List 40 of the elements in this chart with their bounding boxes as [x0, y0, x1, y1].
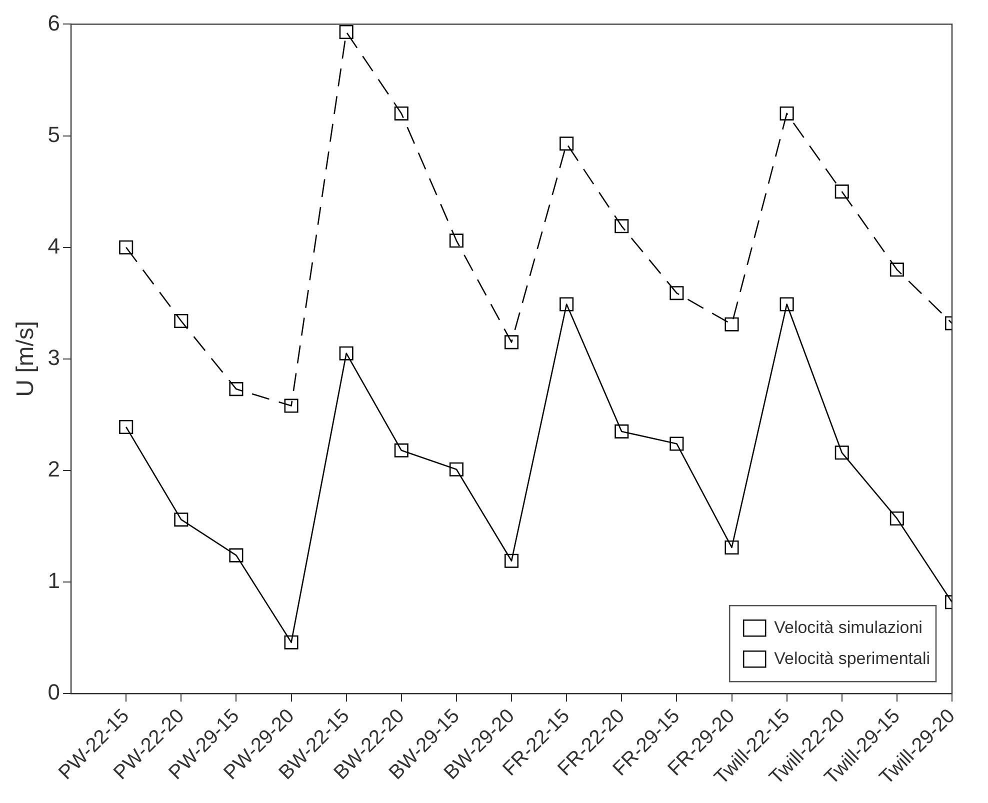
- point: [449, 234, 464, 248]
- point: [834, 184, 849, 199]
- point: [119, 240, 134, 254]
- y-tick-label: 6: [48, 10, 60, 36]
- point: [890, 511, 904, 526]
- point: [780, 106, 794, 120]
- point: [890, 262, 904, 277]
- point: [614, 424, 629, 438]
- point: [339, 346, 354, 360]
- y-axis-title: U [m/s]: [12, 320, 40, 397]
- point: [614, 219, 629, 234]
- point: [174, 314, 188, 328]
- point: [724, 540, 739, 555]
- legend-label: Velocità sperimentali: [774, 648, 930, 668]
- point: [670, 436, 684, 451]
- legend-label: Velocità simulazioni: [774, 618, 922, 637]
- y-tick-label: 5: [48, 122, 60, 147]
- point: [394, 106, 408, 120]
- point: [504, 335, 519, 350]
- y-tick-label: 2: [48, 456, 60, 482]
- point: [560, 136, 574, 151]
- point: [284, 398, 298, 413]
- point: [724, 317, 739, 332]
- point: [670, 286, 684, 300]
- point: [780, 297, 794, 312]
- point: [504, 554, 519, 568]
- point: [449, 462, 464, 476]
- point: [560, 297, 574, 312]
- y-tick-label: 4: [48, 233, 60, 258]
- y-tick-label: 3: [48, 344, 60, 370]
- y-tick-label: 1: [48, 568, 60, 594]
- point: [339, 24, 354, 40]
- point: [229, 548, 244, 562]
- point: [284, 635, 298, 650]
- point: [229, 382, 244, 396]
- point: [174, 512, 188, 527]
- y-tick-label: 0: [48, 680, 60, 705]
- point: [834, 446, 849, 460]
- point: [119, 420, 134, 434]
- point: [394, 443, 408, 458]
